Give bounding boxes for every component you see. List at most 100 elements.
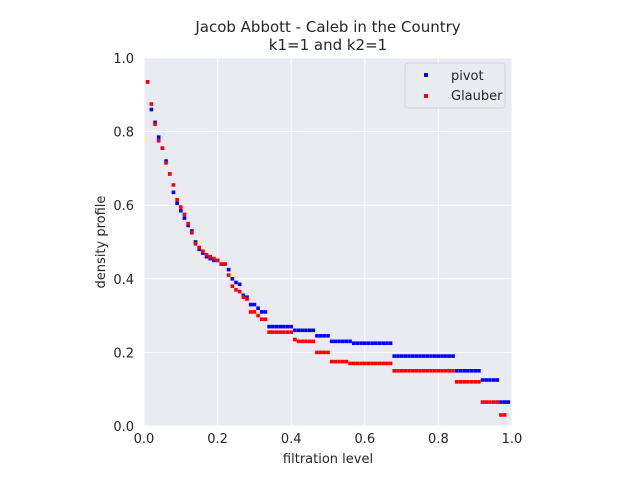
data-point-pivot (149, 107, 154, 112)
data-point-glauber (322, 350, 327, 355)
data-point-pivot (351, 341, 356, 345)
legend-marker-glauber (424, 94, 428, 98)
data-point-pivot (477, 369, 481, 373)
data-point-glauber (359, 361, 363, 366)
data-point-glauber (215, 258, 220, 263)
data-point-pivot (388, 341, 393, 345)
legend: pivot Glauber (404, 62, 506, 109)
data-point-pivot (344, 339, 349, 344)
data-point-glauber (285, 330, 290, 334)
data-point-glauber (344, 359, 349, 364)
data-point-pivot (282, 324, 286, 329)
data-point-glauber (491, 400, 496, 404)
plot-area (144, 58, 512, 426)
data-point-glauber (502, 413, 507, 417)
data-point-glauber (443, 369, 448, 373)
data-point-pivot (337, 339, 341, 344)
data-points (145, 80, 511, 417)
data-point-pivot (153, 120, 157, 125)
data-point-pivot (425, 354, 430, 358)
y-tick-label: 0.6 (113, 199, 134, 214)
legend-label-pivot: pivot (451, 69, 484, 84)
data-point-glauber (385, 361, 389, 366)
data-point-pivot (385, 341, 389, 345)
data-point-glauber (293, 337, 297, 342)
chart-title: Jacob Abbott - Caleb in the Country (194, 18, 460, 36)
data-point-pivot (293, 328, 297, 333)
y-tick-label: 0.2 (113, 346, 134, 361)
data-point-pivot (212, 258, 216, 263)
y-tick-label: 1.0 (113, 52, 134, 67)
data-point-glauber (182, 212, 187, 217)
data-point-pivot (259, 310, 264, 314)
data-point-glauber (153, 122, 157, 127)
y-axis-label: density profile (94, 196, 109, 289)
data-point-pivot (399, 354, 404, 358)
series-glauber (145, 80, 507, 417)
data-point-glauber (418, 369, 422, 373)
data-point-glauber (245, 297, 249, 301)
data-point-pivot (440, 354, 444, 358)
data-point-pivot (466, 369, 470, 373)
data-point-pivot (480, 378, 485, 382)
data-point-pivot (230, 277, 235, 281)
data-point-pivot (175, 201, 179, 206)
data-point-pivot (193, 240, 198, 244)
data-point-pivot (443, 354, 448, 358)
data-point-pivot (274, 324, 279, 329)
data-point-glauber (241, 295, 246, 299)
data-point-glauber (388, 361, 393, 366)
data-point-pivot (458, 369, 463, 373)
data-point-pivot (267, 324, 271, 329)
data-point-glauber (311, 339, 316, 344)
data-point-pivot (484, 378, 489, 382)
data-point-pivot (197, 247, 201, 252)
data-point-pivot (201, 251, 205, 255)
y-tick-labels: 0.0 0.2 0.4 0.6 0.8 1.0 (113, 52, 134, 435)
data-point-glauber (212, 256, 216, 261)
data-point-pivot (322, 334, 327, 338)
data-point-glauber (484, 400, 489, 404)
data-point-glauber (190, 231, 194, 235)
data-point-pivot (488, 378, 492, 382)
data-point-glauber (447, 369, 452, 373)
x-tick-label: 0.0 (134, 432, 155, 447)
data-point-glauber (333, 359, 338, 364)
data-point-glauber (149, 102, 154, 106)
data-point-pivot (429, 354, 433, 358)
data-point-glauber (414, 369, 419, 373)
data-point-glauber (351, 361, 356, 366)
data-point-glauber (432, 369, 437, 373)
data-point-glauber (219, 262, 224, 266)
data-point-pivot (179, 208, 183, 213)
data-point-glauber (392, 369, 397, 373)
data-point-pivot (285, 324, 290, 329)
data-point-pivot (289, 324, 293, 329)
data-point-pivot (190, 229, 194, 233)
data-point-pivot (348, 339, 352, 344)
data-point-pivot (363, 341, 367, 345)
data-point-pivot (377, 341, 382, 345)
data-point-pivot (333, 339, 338, 344)
data-point-glauber (230, 284, 235, 288)
y-tick-label: 0.4 (113, 273, 134, 288)
data-point-glauber (197, 245, 201, 250)
data-point-pivot (171, 190, 176, 195)
data-point-pivot (432, 354, 437, 358)
data-point-pivot (436, 354, 441, 358)
data-point-glauber (326, 350, 330, 355)
data-point-pivot (304, 328, 308, 333)
data-point-glauber (278, 330, 282, 334)
data-point-glauber (455, 380, 459, 384)
data-point-glauber (226, 273, 231, 277)
data-point-glauber (237, 289, 242, 294)
data-point-pivot (374, 341, 378, 345)
data-point-pivot (355, 341, 360, 345)
data-point-pivot (370, 341, 374, 345)
data-point-glauber (167, 172, 172, 176)
data-point-glauber (340, 359, 345, 364)
data-point-glauber (300, 339, 305, 344)
data-point-pivot (499, 400, 503, 404)
x-tick-label: 0.4 (281, 432, 302, 447)
